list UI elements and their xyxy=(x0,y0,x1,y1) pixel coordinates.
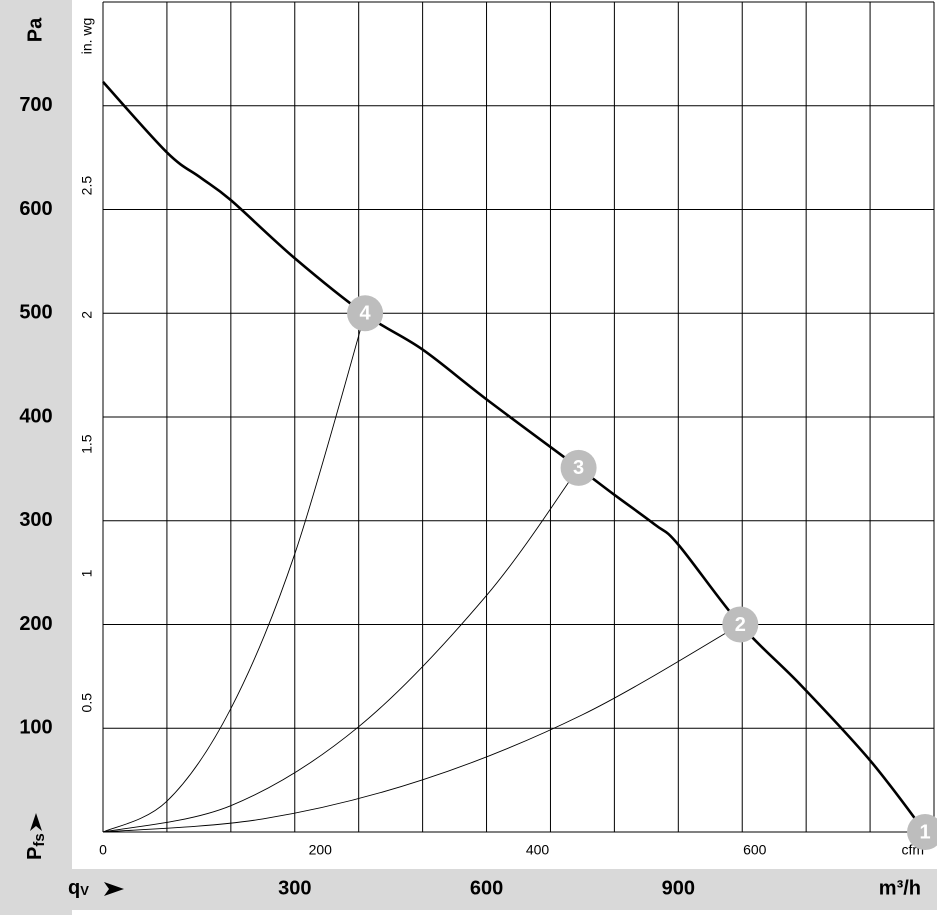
x-arrow xyxy=(104,882,124,896)
y-arrow xyxy=(30,813,42,831)
y2-tick-label: 1 xyxy=(79,569,95,577)
y-unit: Pa xyxy=(24,17,46,42)
operating-point-label: 3 xyxy=(573,457,584,479)
y-tick-label: 500 xyxy=(19,302,52,324)
y2-tick-label: 1.5 xyxy=(79,434,95,454)
operating-point xyxy=(722,606,759,643)
operating-point-label: 2 xyxy=(735,614,746,636)
curve xyxy=(102,624,741,833)
y-symbol-main: P xyxy=(24,847,46,860)
x-symbol-main: q xyxy=(68,877,80,899)
x2-tick-label: 200 xyxy=(309,842,333,858)
y-tick-label: 300 xyxy=(19,509,52,531)
x-symbol: qV xyxy=(68,877,89,899)
curve xyxy=(102,313,366,833)
y-tick-label: 700 xyxy=(19,94,52,116)
x-tick-label: 600 xyxy=(470,877,503,899)
x2-tick-label: 400 xyxy=(526,842,550,858)
x-unit: m³/h xyxy=(879,877,921,899)
curve xyxy=(102,81,927,833)
y-symbol: Pfs xyxy=(24,833,48,860)
operating-point-label: 1 xyxy=(919,821,930,843)
y-tick-label: 600 xyxy=(19,198,52,220)
curve xyxy=(102,467,579,833)
x2-tick-label: 0 xyxy=(99,842,107,858)
left-band xyxy=(0,0,72,915)
y2-tick-label: 2.5 xyxy=(79,176,95,196)
y-symbol-sub: fs xyxy=(31,833,48,846)
y-tick-label: 100 xyxy=(19,717,52,739)
y2-unit: in. wg xyxy=(79,18,95,55)
x-symbol-sub: V xyxy=(80,883,89,898)
x2-tick-label: 600 xyxy=(743,842,767,858)
operating-point-label: 4 xyxy=(360,303,372,325)
y2-tick-label: 0.5 xyxy=(79,693,95,713)
x-tick-label: 300 xyxy=(278,877,311,899)
operating-point xyxy=(907,814,937,850)
y-tick-label: 200 xyxy=(19,613,52,635)
operating-point xyxy=(347,295,384,332)
operating-point xyxy=(560,449,597,486)
x-tick-label: 900 xyxy=(662,877,695,899)
bottom-band xyxy=(0,869,937,910)
y2-tick-label: 2 xyxy=(79,311,95,319)
y-tick-label: 400 xyxy=(19,405,52,427)
